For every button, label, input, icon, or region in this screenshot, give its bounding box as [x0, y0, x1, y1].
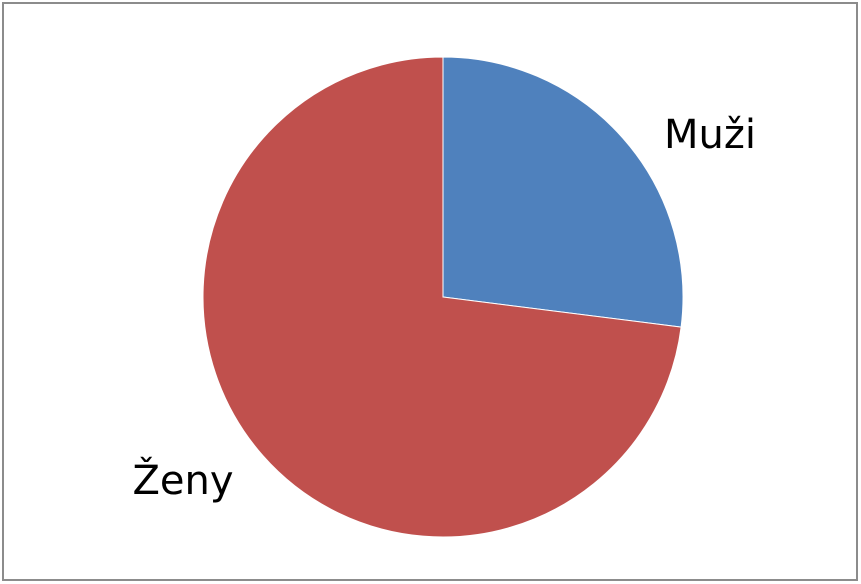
- pie-slice: [442, 56, 684, 328]
- slice-label: Ženy: [132, 456, 233, 504]
- pie-slice: [202, 56, 682, 538]
- slice-label: Muži: [664, 112, 756, 158]
